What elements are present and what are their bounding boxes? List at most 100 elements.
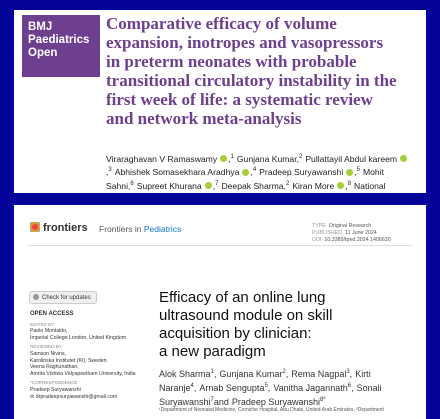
title-line: in preterm neonates with probable <box>106 52 357 71</box>
author-name: Mohit Sahni <box>106 167 384 191</box>
section-line: ✉ drpradeepsuryawanshi@gmail.com <box>30 393 118 400</box>
meta-row: TYPE Original Research <box>312 223 391 230</box>
affiliation-number: 3 <box>108 167 112 174</box>
author: Gunjana Kumar,2 <box>237 154 302 164</box>
author: Viraraghavan V Ramaswamy ,1 <box>106 154 234 164</box>
affiliation-number: 1 <box>230 154 234 160</box>
frontiers-article-header: frontiers Frontiers in Pediatrics TYPE Or… <box>14 205 426 419</box>
button-label: Check for updates <box>42 295 91 301</box>
author-name: Arnab Sengupta <box>199 383 265 393</box>
separator: , <box>345 180 348 191</box>
author-name: Kirti Naranje <box>159 369 371 393</box>
separator: , <box>193 383 197 393</box>
author-list: Alok Sharma1, Gunjana Kumar2, Rema Nagpal3… <box>159 366 417 408</box>
author-name: Sonali Suryawanshi <box>159 383 382 407</box>
affiliation-number: 5 <box>356 167 360 174</box>
separator: , <box>285 369 289 379</box>
affiliation-number: 4 <box>190 383 194 389</box>
section-line: Karolinska Institutet (KI), Sweden <box>30 357 107 364</box>
check-updates-button[interactable]: Check for updates <box>29 291 97 304</box>
section-line: Paolo Montaldo, <box>30 328 68 335</box>
meta-key: PUBLISHED <box>312 230 343 236</box>
affiliation-number: 2 <box>298 154 303 160</box>
separator: , <box>349 369 353 379</box>
affiliation-number: 6 <box>130 180 134 187</box>
author-name: Supreet Khurana <box>136 180 202 191</box>
separator: , <box>127 180 131 191</box>
author-name: Pradeep Suryawanshi <box>259 167 344 178</box>
author-list: Viraraghavan V Ramaswamy ,1 Gunjana Kumar,… <box>106 152 418 193</box>
separator: and <box>213 397 229 407</box>
author-name: Deepak Sharma <box>221 180 284 191</box>
affiliation-number: 8 <box>347 180 352 187</box>
author-name: Alok Sharma <box>159 369 211 379</box>
affiliations: ¹Department of Neonatal Medicine, Cornic… <box>159 407 384 413</box>
meta-row: DOI 10.3389/fped.2024.1406630 <box>312 237 391 244</box>
orcid-icon <box>220 155 228 163</box>
title-line: a new paradigm <box>159 343 266 360</box>
author-name: Vanitha Jagannath <box>273 383 348 393</box>
orcid-icon <box>204 182 212 190</box>
affiliation-number: 7 <box>210 397 214 403</box>
title-line: transitional circulatory instability in … <box>106 71 397 90</box>
separator: , <box>283 180 286 191</box>
publisher-logo: frontiers <box>30 222 88 234</box>
orcid-icon <box>400 155 408 163</box>
section-line: Amrita Vishwa Vidyapeetham University, I… <box>30 370 136 377</box>
divider <box>28 245 412 246</box>
separator: , <box>228 153 231 164</box>
author-name: Abhishek Somasekhara Aradhya <box>114 167 240 178</box>
author-name: Pradeep Suryawanshi <box>231 397 320 407</box>
title-line: first week of life: a systematic review <box>106 90 373 109</box>
journal-prefix: Frontiers in <box>99 224 142 234</box>
author: Pullattayil Abdul kareem,3 <box>106 154 408 177</box>
open-access: OPEN ACCESS <box>30 311 74 317</box>
section-line: Samson Nivins, <box>30 350 67 357</box>
article-title: Efficacy of an online lung ultrasound mod… <box>159 289 332 361</box>
logo-line: Open <box>28 47 58 59</box>
meta-value: 10.3389/fped.2024.1406630 <box>324 237 391 243</box>
author-name: Rema Nagpal <box>291 369 347 379</box>
affiliation-number: 6 <box>347 383 352 389</box>
affiliation-number: 2 <box>285 180 290 187</box>
author: Pradeep Suryawanshi ,5 <box>259 167 360 177</box>
author: Kirti Naranje4, <box>159 369 371 393</box>
meta-value: 11 June 2024 <box>345 230 377 236</box>
logo-line: Paediatrics <box>28 34 90 46</box>
meta-key: DOI <box>312 237 322 243</box>
affiliation-number: 5 <box>264 383 268 389</box>
title-line: Comparative efficacy of volume <box>106 14 337 33</box>
affiliation-number: 3 <box>346 369 350 375</box>
separator: , <box>106 167 109 178</box>
logo-icon <box>30 222 40 232</box>
separator: , <box>267 383 271 393</box>
meta-value: Original Research <box>328 223 372 229</box>
title-line: acquisition by clinician: <box>159 325 312 342</box>
separator: , <box>212 180 216 191</box>
author: Alok Sharma1, <box>159 369 216 379</box>
section-heading: *CORRESPONDENCE <box>30 380 78 386</box>
title-line: ultrasound module on skill <box>159 307 333 324</box>
journal-logo: BMJ Paediatrics Open <box>22 15 100 77</box>
author: Kiran More ,8 <box>292 181 351 191</box>
logo-line: BMJ <box>28 21 53 33</box>
separator: , <box>351 383 354 393</box>
title-line: Efficacy of an online lung <box>159 289 326 306</box>
separator: , <box>213 369 217 379</box>
author-name: Gunjana Kumar <box>236 153 297 164</box>
section-heading: REVIEWED BY <box>30 344 62 350</box>
article-title: Comparative efficacy of volume expansion,… <box>106 14 397 128</box>
author-name: Kiran More <box>292 180 335 191</box>
author: Abhishek Somasekhara Aradhya ,4 <box>115 167 256 177</box>
author-name: Viraraghavan V Ramaswamy <box>106 153 218 164</box>
title-line: expansion, inotropes and vasopressors <box>106 33 384 52</box>
section-line: Veena Raghunathan, <box>30 364 79 371</box>
affiliation-number: 7 <box>215 180 219 187</box>
author: Sonali Suryawanshi7and <box>159 383 382 407</box>
author-name: Gunjana Kumar <box>219 369 283 379</box>
meta-key: TYPE <box>312 223 326 229</box>
orcid-icon <box>242 168 250 176</box>
sidebar: OPEN ACCESS EDITED BY Paolo Montaldo, Imper… <box>30 311 160 400</box>
affiliation-number: 2 <box>282 369 286 375</box>
